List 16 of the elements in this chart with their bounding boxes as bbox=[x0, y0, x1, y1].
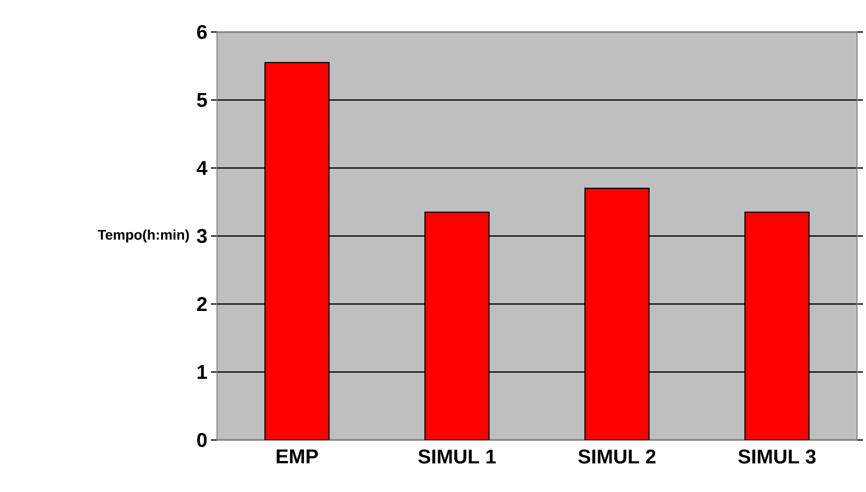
x-tick-label: SIMUL 3 bbox=[738, 450, 816, 464]
x-tick-label: SIMUL 1 bbox=[418, 450, 496, 464]
y-tick-label: 0 bbox=[197, 432, 207, 448]
y-tick-label: 2 bbox=[197, 297, 207, 311]
y-tick-label: 4 bbox=[196, 161, 208, 175]
x-tick-label: SIMUL 2 bbox=[578, 450, 656, 464]
y-axis-title: Tempo(h:min) bbox=[98, 229, 189, 242]
bar bbox=[584, 188, 650, 440]
y-tick-label: 1 bbox=[198, 365, 207, 379]
bar bbox=[264, 62, 330, 440]
y-tick-label: 3 bbox=[196, 228, 207, 244]
bar bbox=[424, 212, 490, 440]
y-tick-label: 5 bbox=[197, 93, 207, 107]
x-tick-label: EMP bbox=[276, 450, 318, 464]
bar bbox=[744, 212, 810, 440]
y-tick-label: 6 bbox=[197, 24, 207, 40]
